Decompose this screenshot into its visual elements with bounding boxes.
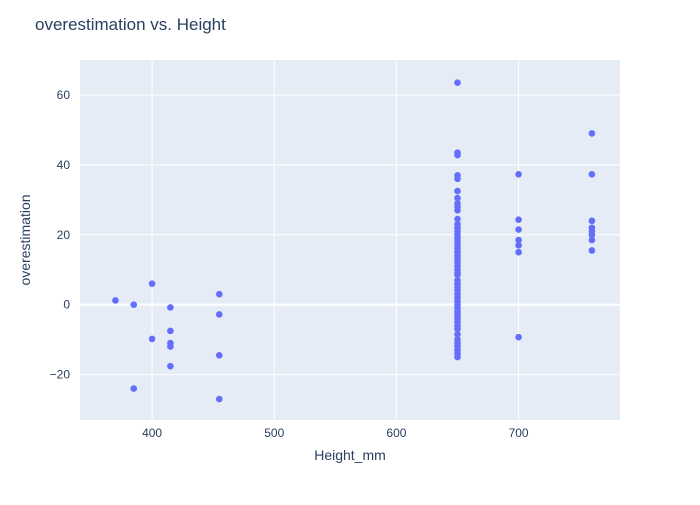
data-point[interactable] (588, 231, 596, 239)
data-point[interactable] (454, 325, 461, 333)
data-point[interactable] (215, 290, 223, 298)
data-point[interactable] (215, 311, 223, 318)
data-point[interactable] (515, 241, 522, 249)
data-point[interactable] (148, 280, 156, 287)
data-point[interactable] (588, 247, 596, 254)
y-tick-label: 60 (57, 88, 71, 102)
data-point[interactable] (112, 297, 119, 304)
y-tick-label: 0 (63, 298, 70, 312)
data-point[interactable] (130, 385, 138, 392)
data-point[interactable] (454, 206, 461, 214)
x-tick-label: 700 (509, 426, 529, 440)
data-point[interactable] (588, 217, 596, 225)
data-point[interactable] (454, 151, 461, 159)
data-point[interactable] (454, 175, 461, 183)
data-point[interactable] (588, 130, 596, 137)
data-point[interactable] (454, 271, 461, 279)
data-point[interactable] (515, 236, 522, 244)
chart-title: overestimation vs. Height (35, 15, 226, 34)
data-point[interactable] (215, 352, 223, 359)
data-point[interactable] (588, 236, 596, 244)
data-point[interactable] (454, 194, 461, 202)
x-tick-label: 600 (386, 426, 406, 440)
data-point[interactable] (167, 362, 174, 370)
y-tick-label: 20 (57, 228, 71, 242)
data-point[interactable] (167, 327, 174, 335)
data-point[interactable] (454, 215, 461, 223)
data-point[interactable] (454, 353, 461, 361)
x-tick-label: 500 (264, 426, 284, 440)
y-tick-label: 40 (57, 158, 71, 172)
data-point[interactable] (454, 331, 461, 338)
data-point[interactable] (215, 395, 223, 403)
data-point[interactable] (130, 301, 138, 308)
y-axis-label: overestimation (17, 194, 33, 285)
x-axis-label: Height_mm (314, 447, 386, 463)
data-point[interactable] (454, 79, 461, 87)
data-point[interactable] (515, 216, 522, 224)
data-point[interactable] (167, 304, 174, 311)
plot-area (80, 60, 620, 420)
axis-ticks: 400 500 600 700 −20 0 20 40 60 (50, 88, 529, 440)
x-tick-label: 400 (142, 426, 162, 440)
data-point[interactable] (148, 335, 156, 343)
data-point[interactable] (515, 226, 522, 233)
data-point[interactable] (515, 248, 522, 256)
data-point[interactable] (515, 333, 522, 341)
data-points (112, 79, 596, 403)
data-point[interactable] (167, 343, 174, 350)
data-point[interactable] (454, 187, 461, 195)
data-point[interactable] (515, 170, 522, 178)
y-tick-label: −20 (50, 368, 71, 382)
data-point[interactable] (588, 170, 596, 178)
